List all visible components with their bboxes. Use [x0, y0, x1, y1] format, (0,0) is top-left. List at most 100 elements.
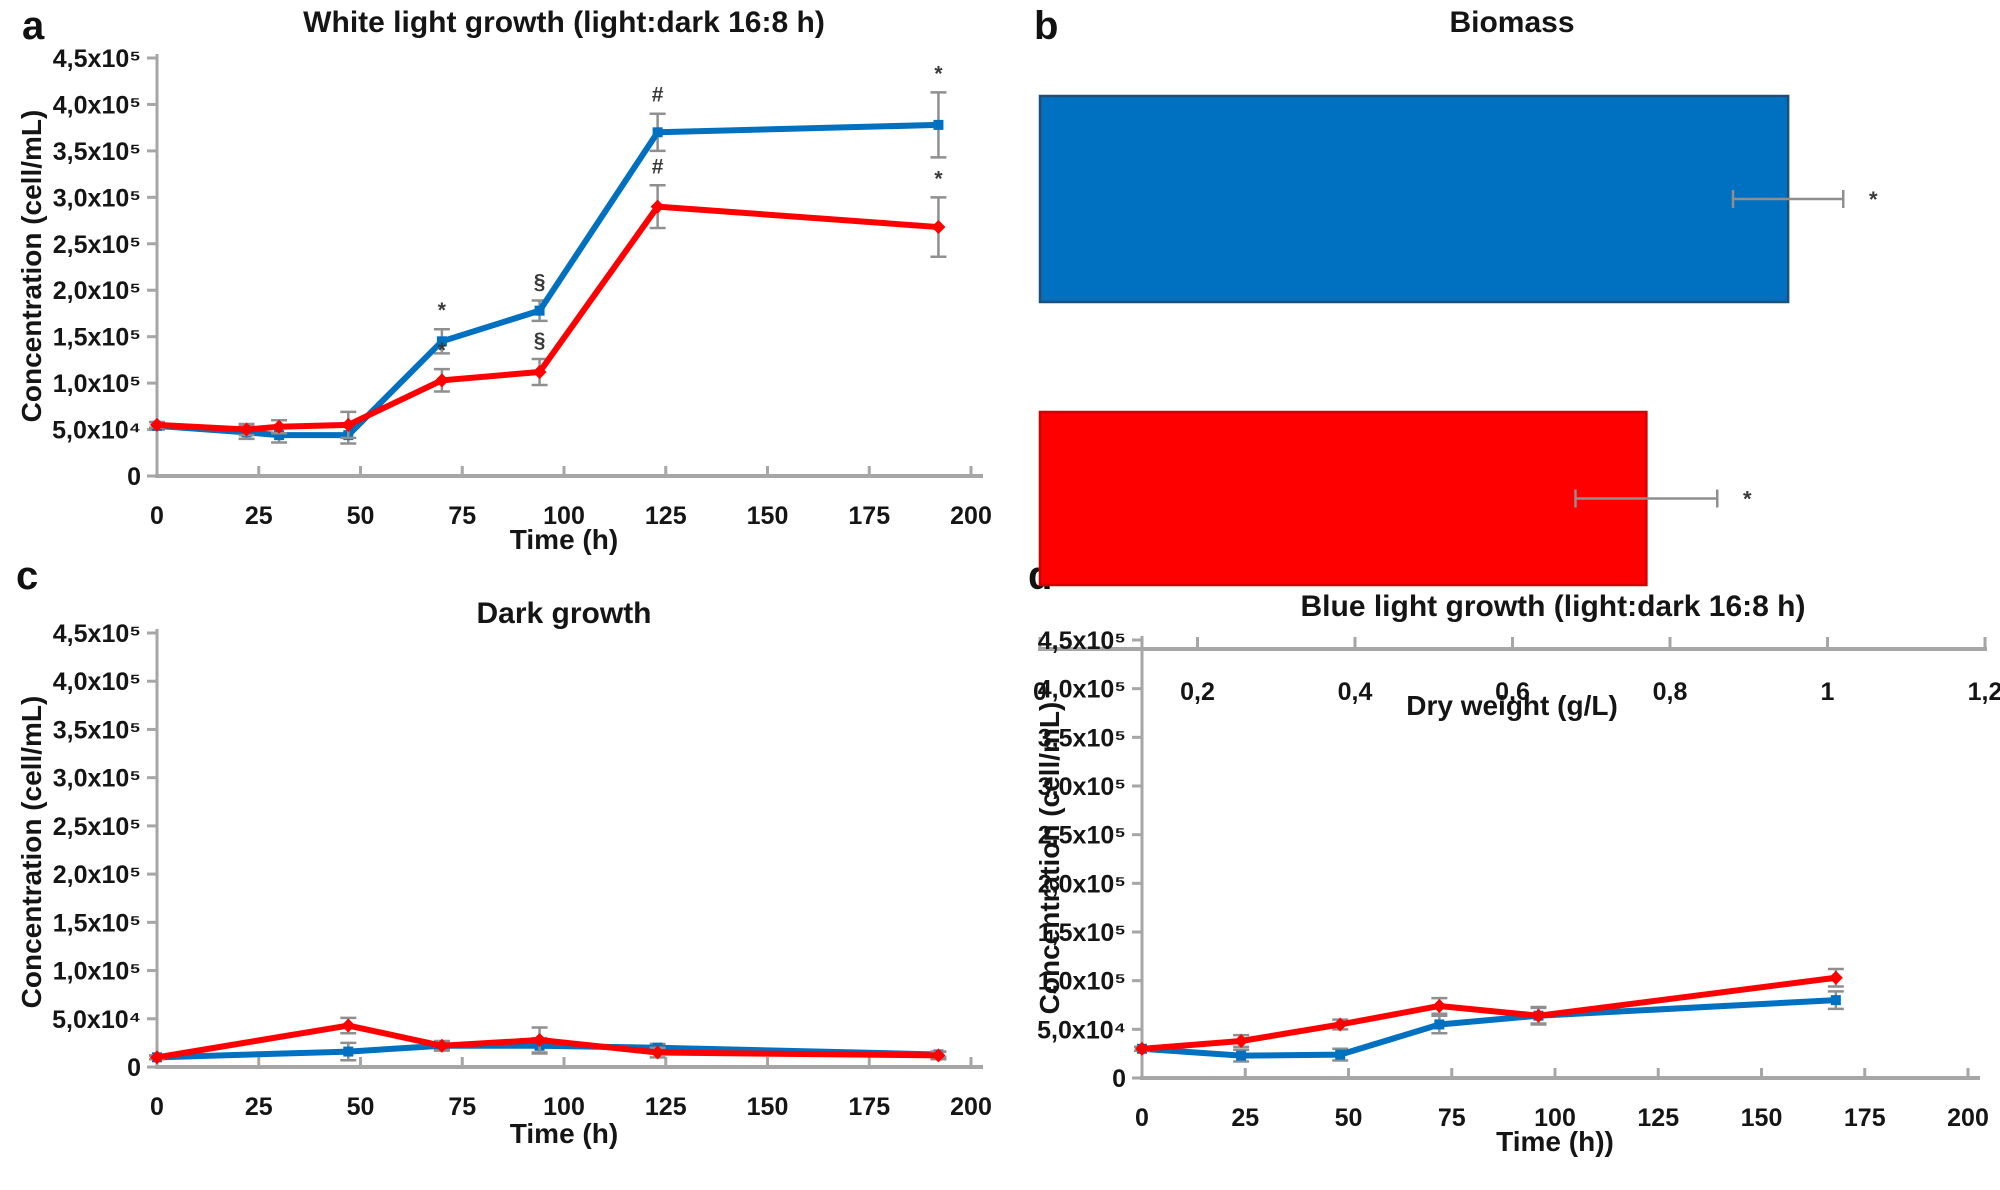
panel-c-axes: 0 5,0x10⁴ 1,0x10⁵ 1,5x10⁵ 2,0x10⁵ 2,5x10⁵ 3,0x… [52, 620, 992, 1121]
significance-symbol: § [534, 329, 546, 352]
significance-symbol: * [438, 299, 447, 322]
y-tick-label: 4,5x10⁵ [53, 45, 141, 73]
x-tick-label: 100 [543, 502, 585, 530]
y-tick-label: 1,0x10⁵ [1038, 968, 1126, 996]
panel-a-axes: 0 5,0x10⁴ 1,0x10⁵ 1,5x10⁵ 2,0x10⁵ 2,5x10⁵ 3,0x… [52, 45, 992, 530]
x-tick-label: 0 [1033, 678, 1047, 706]
x-tick-label: 200 [950, 1093, 992, 1121]
y-tick-label: 4,0x10⁵ [1038, 676, 1126, 704]
a-red-markers [150, 199, 946, 437]
panel-d-axes: 0 5,0x10⁴ 1,0x10⁵ 1,5x10⁵ 2,0x10⁵ 2,5x10⁵ 3,0x… [1037, 627, 1989, 1132]
y-tick-label: 4,0x10⁵ [53, 668, 141, 696]
x-tick-label: 50 [1335, 1104, 1363, 1132]
x-tick-label: 0,6 [1495, 678, 1530, 706]
panel-b-letter: b [1034, 4, 1059, 48]
panel-a-title: White light growth (light:dark 16:8 h) [303, 6, 825, 39]
x-tick-label: 25 [245, 1093, 273, 1121]
y-tick-label: 2,0x10⁵ [1038, 870, 1126, 898]
x-tick-label: 25 [245, 502, 273, 530]
y-tick-label: 2,5x10⁵ [53, 813, 141, 841]
significance-symbol: * [1869, 187, 1878, 212]
a-red-line [154, 203, 942, 433]
panel-d-xaxis-label: Time (h)) [1496, 1126, 1614, 1157]
y-tick-label: 1,5x10⁵ [1038, 919, 1126, 947]
x-tick-label: 200 [1947, 1104, 1989, 1132]
x-tick-label: 50 [347, 1093, 375, 1121]
x-tick-label: 1 [1821, 678, 1835, 706]
x-tick-label: 175 [848, 1093, 890, 1121]
y-tick-label: 3,0x10⁵ [53, 765, 141, 793]
x-tick-label: 125 [645, 502, 687, 530]
panel-a-letter: a [22, 4, 45, 48]
y-tick-label: 0 [127, 1054, 141, 1082]
panel-c-xaxis-label: Time (h) [509, 1118, 619, 1149]
x-tick-label: 1,2 [1968, 678, 2000, 706]
d-red-markers [1135, 970, 1843, 1056]
x-tick-label: 175 [1844, 1104, 1886, 1132]
x-tick-label: 0,4 [1338, 678, 1373, 706]
y-tick-label: 3,5x10⁵ [1038, 724, 1126, 752]
y-tick-label: 3,0x10⁵ [1038, 773, 1126, 801]
a-blue-markers [152, 119, 944, 441]
y-tick-label: 2,5x10⁵ [53, 231, 141, 259]
y-tick-label: 4,5x10⁵ [1038, 627, 1126, 655]
y-tick-label: 3,5x10⁵ [53, 138, 141, 166]
y-tick-label: 5,0x10⁴ [1037, 1016, 1126, 1044]
a-red-error-bars [149, 184, 947, 440]
significance-symbol: § [534, 270, 546, 293]
y-tick-label: 3,0x10⁵ [53, 184, 141, 212]
x-tick-label: 0 [150, 502, 164, 530]
x-tick-label: 100 [1534, 1104, 1576, 1132]
x-tick-label: 200 [950, 502, 992, 530]
y-tick-label: 1,0x10⁵ [53, 958, 141, 986]
x-tick-label: 75 [448, 502, 476, 530]
d-blue-line [1139, 997, 1839, 1059]
panel-b-title: Biomass [1449, 6, 1575, 39]
b-blue-error-bar [1731, 190, 1845, 208]
significance-symbol: # [652, 84, 664, 107]
significance-symbol: * [1743, 487, 1752, 512]
panel-d-title: Blue light growth (light:dark 16:8 h) [1300, 590, 1806, 623]
b-red-error-bar [1574, 489, 1719, 508]
panel-c-letter: c [16, 554, 39, 598]
y-tick-label: 2,0x10⁵ [53, 277, 141, 305]
panel-b-xaxis-label: Dry weight (g/L) [1406, 690, 1618, 721]
x-tick-label: 100 [543, 1093, 585, 1121]
d-red-line [1139, 974, 1839, 1052]
x-tick-label: 150 [1741, 1104, 1783, 1132]
panel-c-title: Dark growth [476, 597, 652, 630]
b-blue-bar [1038, 94, 1790, 304]
b-red-bar [1038, 410, 1648, 587]
x-tick-label: 125 [645, 1093, 687, 1121]
panel-b-chart: 0 0,2 0,4 0,6 0,8 1 1,2 * * [1033, 94, 2000, 706]
x-tick-label: 0 [1135, 1104, 1149, 1132]
panel-a-chart: 0 5,0x10⁴ 1,0x10⁵ 1,5x10⁵ 2,0x10⁵ 2,5x10⁵ 3,0x… [52, 45, 992, 530]
y-tick-label: 2,0x10⁵ [53, 861, 141, 889]
significance-symbol: * [934, 62, 943, 85]
x-tick-label: 150 [747, 502, 789, 530]
c-red-line [154, 1022, 942, 1061]
y-tick-label: 1,0x10⁵ [53, 370, 141, 398]
panel-d-chart: 0 5,0x10⁴ 1,0x10⁵ 1,5x10⁵ 2,0x10⁵ 2,5x10⁵ 3,0x… [1037, 627, 1989, 1132]
a-blue-error-bars [149, 91, 947, 445]
x-tick-label: 125 [1637, 1104, 1679, 1132]
y-tick-label: 1,5x10⁵ [53, 909, 141, 937]
significance-symbol: # [652, 155, 664, 178]
x-tick-label: 0 [150, 1093, 164, 1121]
y-tick-label: 4,5x10⁵ [53, 620, 141, 648]
x-tick-label: 0,8 [1653, 678, 1688, 706]
panel-b-axes: 0 0,2 0,4 0,6 0,8 1 1,2 [1033, 637, 2000, 706]
c-red-markers [150, 1018, 946, 1065]
panel-a-xaxis-label: Time (h) [509, 524, 619, 555]
x-tick-label: 75 [448, 1093, 476, 1121]
x-tick-label: 50 [347, 502, 375, 530]
y-tick-label: 3,5x10⁵ [53, 716, 141, 744]
y-tick-label: 5,0x10⁴ [52, 417, 141, 445]
x-tick-label: 150 [747, 1093, 789, 1121]
y-tick-label: 0 [127, 463, 141, 491]
y-tick-label: 0 [1112, 1065, 1126, 1093]
x-tick-label: 75 [1438, 1104, 1466, 1132]
x-tick-label: 175 [848, 502, 890, 530]
